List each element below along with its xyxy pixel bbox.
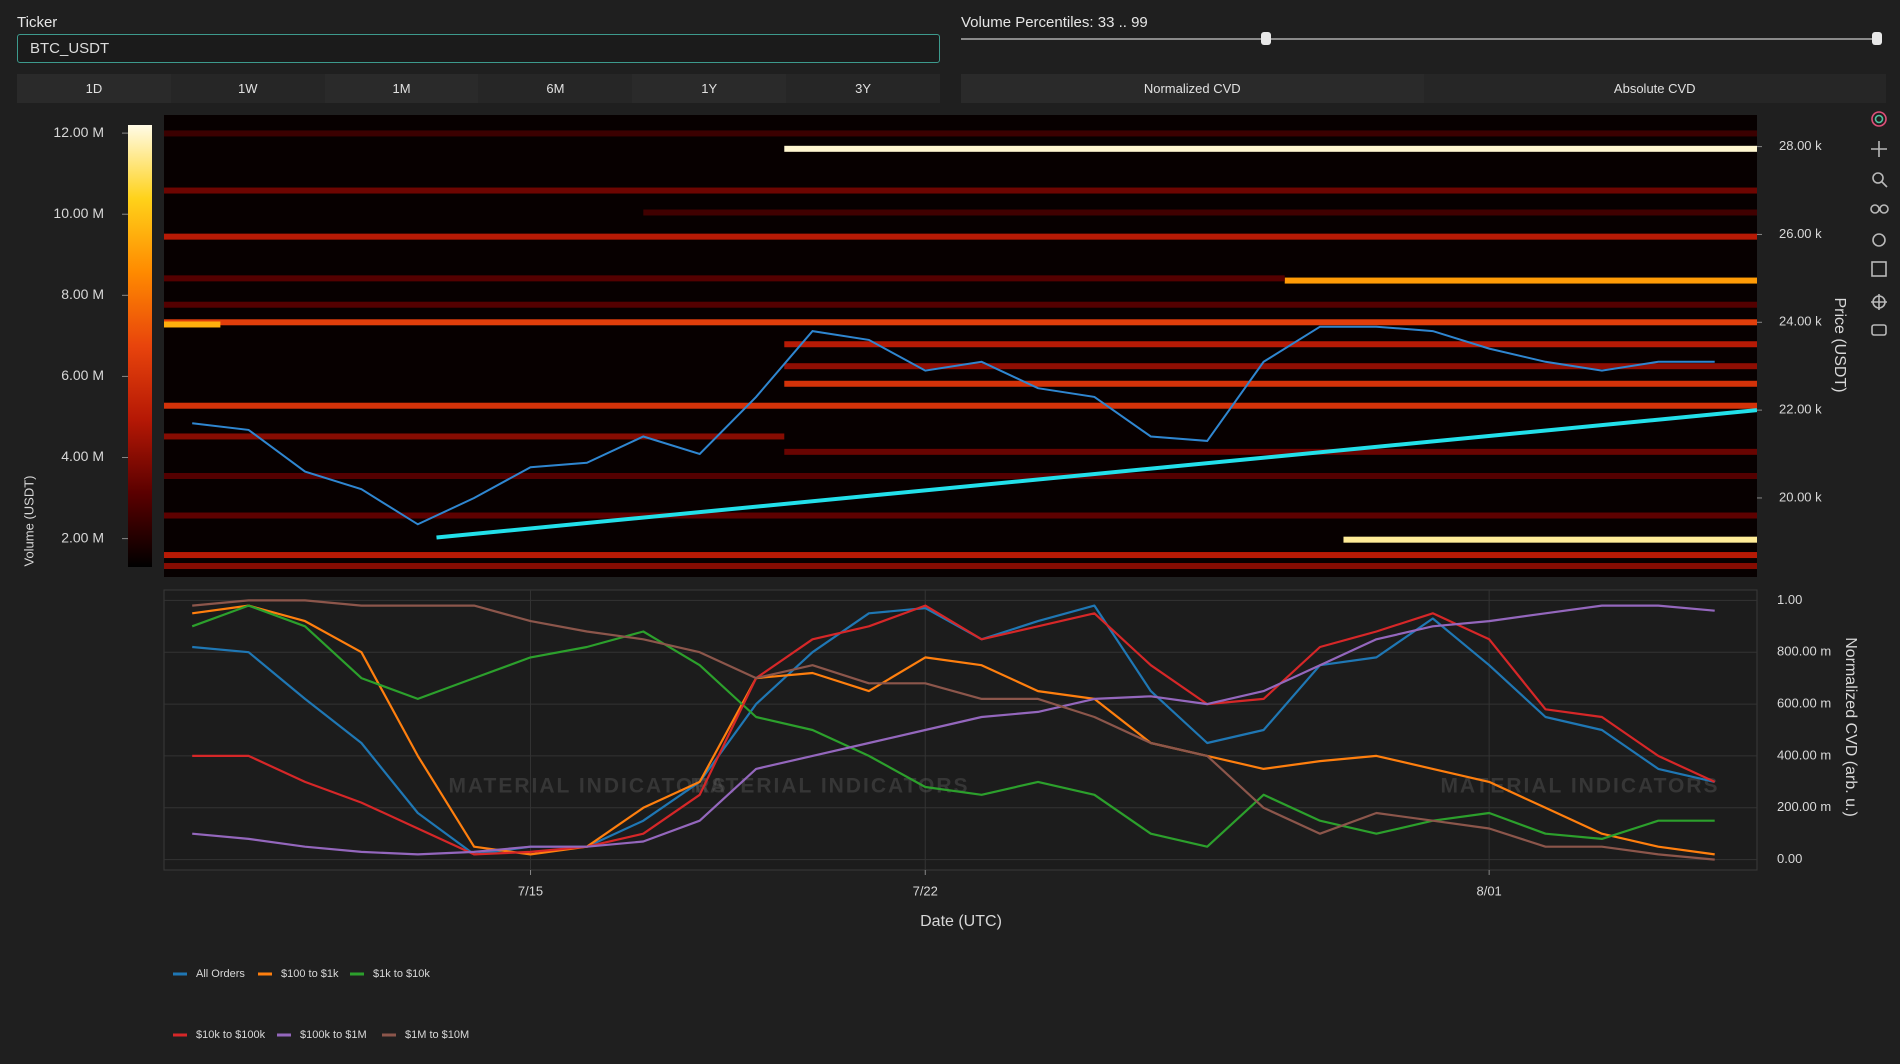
zoom-tool[interactable] <box>1872 172 1888 188</box>
toolbar <box>1870 111 1889 336</box>
heat-cell <box>164 563 1757 570</box>
y-tick-label: 26.00 k <box>1779 226 1822 241</box>
y-tick-label: 400.00 m <box>1777 747 1831 762</box>
series-line <box>192 604 1715 856</box>
range-button[interactable]: 1Y <box>632 74 787 103</box>
heat-cell <box>784 448 1757 455</box>
heat-cell <box>164 275 1285 282</box>
heat-cell <box>164 319 1757 326</box>
ticker-input[interactable]: BTC_USDT <box>17 34 940 63</box>
heat-cell <box>164 130 1757 137</box>
watermark: MATERIAL INDICATORS <box>1440 775 1719 798</box>
slider-track[interactable] <box>961 32 1882 45</box>
legend-label: $1k to $10k <box>373 968 430 980</box>
mode-button[interactable]: Absolute CVD <box>1423 74 1886 103</box>
colorbar-tick-label: 6.00 M <box>61 367 104 383</box>
heat-cell <box>164 402 1757 409</box>
y-tick-label: 200.00 m <box>1777 799 1831 814</box>
legend-label: All Orders <box>196 968 245 980</box>
heat-cell <box>164 512 1757 519</box>
watermark: MATERIAL INDICATORS <box>690 775 969 798</box>
colorbar-tick-label: 10.00 M <box>53 205 104 221</box>
series-line <box>191 604 1715 848</box>
logo[interactable] <box>1871 111 1887 127</box>
y-tick-label: 1.00 <box>1777 592 1802 607</box>
lines <box>191 599 1716 861</box>
y-tick-label: 0.00 <box>1777 851 1802 866</box>
colorbar-tick-label: 2.00 M <box>61 529 104 545</box>
plot-background <box>163 589 1758 871</box>
y-tick-label: 600.00 m <box>1777 696 1831 711</box>
trend-line <box>436 408 1757 540</box>
slider-handle[interactable] <box>1872 32 1882 45</box>
colorbar <box>128 125 152 567</box>
slider-label: Volume Percentiles: 33 .. 99 <box>961 14 1148 31</box>
x-tick-label: 7/15 <box>518 883 543 898</box>
heat-cell <box>1284 277 1757 284</box>
series-line <box>192 604 1715 856</box>
select-tool[interactable] <box>1870 204 1889 214</box>
y-tick-label: 24.00 k <box>1779 314 1822 329</box>
y-tick-label: 800.00 m <box>1777 644 1831 659</box>
series-line <box>192 599 1715 861</box>
heat-cell <box>643 209 1757 216</box>
heat-cell <box>784 145 1757 152</box>
range-button[interactable]: 6M <box>478 74 633 103</box>
heat-cell <box>1343 536 1757 543</box>
legend-label: $1M to $10M <box>405 1029 469 1041</box>
colorbar-tick-label: 4.00 M <box>61 448 104 464</box>
heat-cell <box>784 363 1757 370</box>
range-button[interactable]: 1M <box>324 74 479 103</box>
y-tick-label: 22.00 k <box>1779 402 1822 417</box>
mode-buttons: Normalized CVD Absolute CVD <box>961 74 1886 103</box>
pan-tool[interactable] <box>1871 141 1887 157</box>
x-axis-title: Date (UTC) <box>920 913 1002 930</box>
price-axis-title: Price (USDT) <box>1831 297 1848 392</box>
colorbar-title: Volume (USDT) <box>21 475 36 566</box>
x-tick-label: 7/22 <box>913 883 938 898</box>
legend-label: $100 to $1k <box>281 968 339 980</box>
heat-cell <box>164 433 785 440</box>
range-button[interactable]: 3Y <box>786 74 940 103</box>
heat-cell <box>164 321 221 328</box>
heat-cell <box>784 341 1757 348</box>
slider-handle[interactable] <box>1261 32 1272 45</box>
colorbar-tick-label: 8.00 M <box>61 286 104 302</box>
range-button[interactable]: 1W <box>170 74 325 103</box>
save-tool[interactable] <box>1871 261 1887 277</box>
legend-label: $10k to $100k <box>196 1029 266 1041</box>
cvd-axis-title: Normalized CVD (arb. u.) <box>1842 637 1859 817</box>
heat-cell <box>164 552 1757 559</box>
hover-tool[interactable] <box>1871 324 1887 336</box>
reset-tool[interactable] <box>1872 233 1886 247</box>
legend-label: $100k to $1M <box>300 1029 367 1041</box>
range-button[interactable]: 1D <box>17 74 171 103</box>
series-line <box>192 604 1716 856</box>
watermark: MATERIAL INDICATORS <box>448 775 727 798</box>
ticker-label: Ticker <box>17 14 58 31</box>
y-tick-label: 20.00 k <box>1779 489 1822 504</box>
heat-cell <box>164 301 1757 308</box>
crosshair-tool[interactable] <box>1871 294 1887 310</box>
range-buttons: 1D 1W 1M 6M 1Y 3Y <box>17 74 940 103</box>
mode-button[interactable]: Normalized CVD <box>961 74 1424 103</box>
heat-cell <box>164 187 1757 194</box>
x-tick-label: 8/01 <box>1476 883 1501 898</box>
price-line <box>192 325 1715 526</box>
heat-cell <box>164 233 1757 240</box>
heat-cell <box>784 380 1757 387</box>
heat-cell <box>164 472 1757 479</box>
heatmap <box>164 130 1757 570</box>
colorbar-tick-label: 12.00 M <box>53 124 104 140</box>
y-tick-label: 28.00 k <box>1779 138 1822 153</box>
